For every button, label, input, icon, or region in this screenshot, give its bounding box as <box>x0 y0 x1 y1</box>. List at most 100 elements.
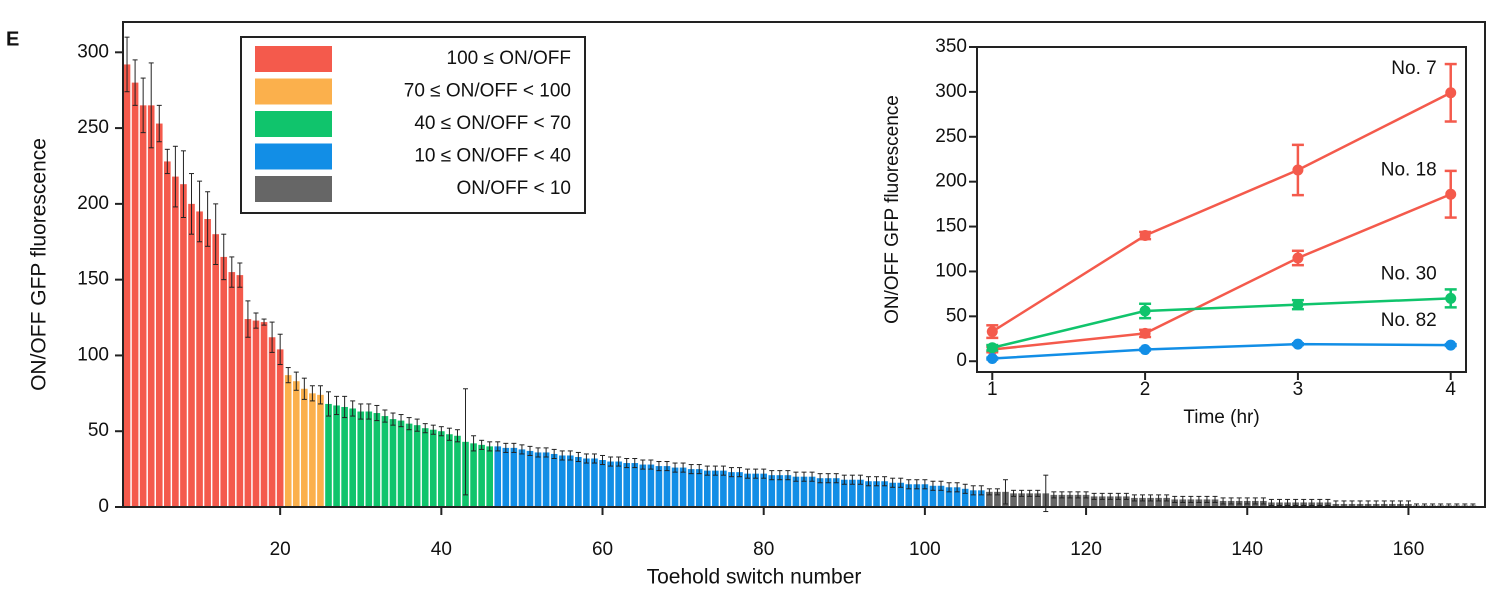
error-bar <box>745 468 751 479</box>
inset-background <box>977 47 1466 372</box>
bar <box>172 176 179 507</box>
point <box>1292 252 1304 264</box>
error-bar <box>696 464 702 475</box>
y-tick-label: 0 <box>956 350 967 371</box>
error-bar <box>785 470 791 481</box>
bar <box>945 487 953 507</box>
series-label: No. 18 <box>1381 159 1437 180</box>
y-tick-label: 250 <box>77 117 109 138</box>
bar <box>180 184 187 507</box>
point <box>1445 292 1457 304</box>
bar <box>1018 493 1025 507</box>
point <box>986 326 998 338</box>
bar <box>405 423 413 507</box>
error-bar <box>841 474 847 485</box>
bar <box>446 434 453 507</box>
bar <box>196 211 203 507</box>
bar <box>840 479 848 507</box>
bar <box>1131 497 1138 507</box>
point <box>1139 344 1151 356</box>
bar <box>1163 497 1170 507</box>
bar <box>994 491 1001 507</box>
line <box>991 297 1451 349</box>
x-tick-label: 40 <box>431 539 452 560</box>
bar <box>1139 497 1146 507</box>
bar <box>1010 493 1017 507</box>
error-bar <box>793 471 799 482</box>
error-bar <box>535 447 541 458</box>
series-label: No. 82 <box>1381 310 1437 331</box>
bar <box>139 105 147 507</box>
y-axis-label: ON/OFF GFP fluorescence <box>882 95 903 324</box>
bar <box>937 485 945 507</box>
error-bar <box>1309 498 1315 506</box>
error-bar <box>1204 495 1210 503</box>
y-tick-label: 350 <box>935 36 967 57</box>
y-tick-label: 100 <box>935 260 967 281</box>
error-bar <box>438 426 444 437</box>
bar <box>558 455 566 507</box>
error-bar <box>1067 491 1073 499</box>
bar <box>744 473 751 507</box>
bar <box>881 481 888 507</box>
error-bar <box>382 409 388 423</box>
error-bar <box>978 485 984 496</box>
error-bar <box>817 473 823 484</box>
x-axis-label: Toehold switch number <box>647 566 862 589</box>
error-bar <box>664 461 670 472</box>
bar <box>607 461 614 507</box>
x-tick-label: 4 <box>1445 379 1456 400</box>
error-bar <box>680 462 686 473</box>
error-bar <box>986 488 992 496</box>
error-bar <box>454 429 460 443</box>
bar <box>712 470 719 507</box>
error-bar <box>1180 495 1186 503</box>
bar <box>365 411 373 507</box>
y-tick-label: 200 <box>935 171 967 192</box>
bar <box>429 429 437 507</box>
x-tick-label: 120 <box>1070 539 1102 560</box>
bar <box>204 219 211 507</box>
error-bar <box>1043 474 1049 513</box>
error-bar <box>390 412 396 426</box>
bar <box>623 463 631 507</box>
error-bar <box>479 439 485 450</box>
bar <box>188 203 195 507</box>
point <box>986 353 998 365</box>
error-bar <box>1220 497 1226 505</box>
bar <box>1123 496 1130 507</box>
bar <box>647 464 655 507</box>
error-bar <box>148 62 154 149</box>
error-bar <box>487 441 493 452</box>
error-bar <box>334 395 340 416</box>
bar <box>768 475 776 507</box>
error-bar <box>1252 497 1258 505</box>
legend-swatch <box>255 78 332 105</box>
point <box>1445 87 1457 99</box>
point <box>1292 299 1304 311</box>
error-bar <box>1236 497 1242 505</box>
bar <box>1106 496 1114 507</box>
bar <box>800 476 808 507</box>
error-bar <box>1196 495 1202 503</box>
error-bar <box>140 77 146 134</box>
bar <box>671 467 679 507</box>
bar <box>244 319 252 507</box>
bar <box>695 469 703 507</box>
error-bar <box>890 477 896 488</box>
bar <box>1082 494 1090 507</box>
point <box>1292 338 1304 350</box>
legend-label: ON/OFF < 10 <box>456 178 571 199</box>
bar <box>728 472 735 507</box>
error-bar <box>575 451 581 463</box>
error-bar <box>527 445 533 456</box>
error-bar <box>1051 491 1057 499</box>
point <box>1292 164 1304 176</box>
bar <box>155 123 163 507</box>
bar <box>325 403 332 507</box>
error-bar <box>648 459 654 470</box>
bar <box>905 484 913 507</box>
error-bar <box>672 462 678 473</box>
error-bar <box>189 173 195 235</box>
error-bar <box>317 385 323 405</box>
